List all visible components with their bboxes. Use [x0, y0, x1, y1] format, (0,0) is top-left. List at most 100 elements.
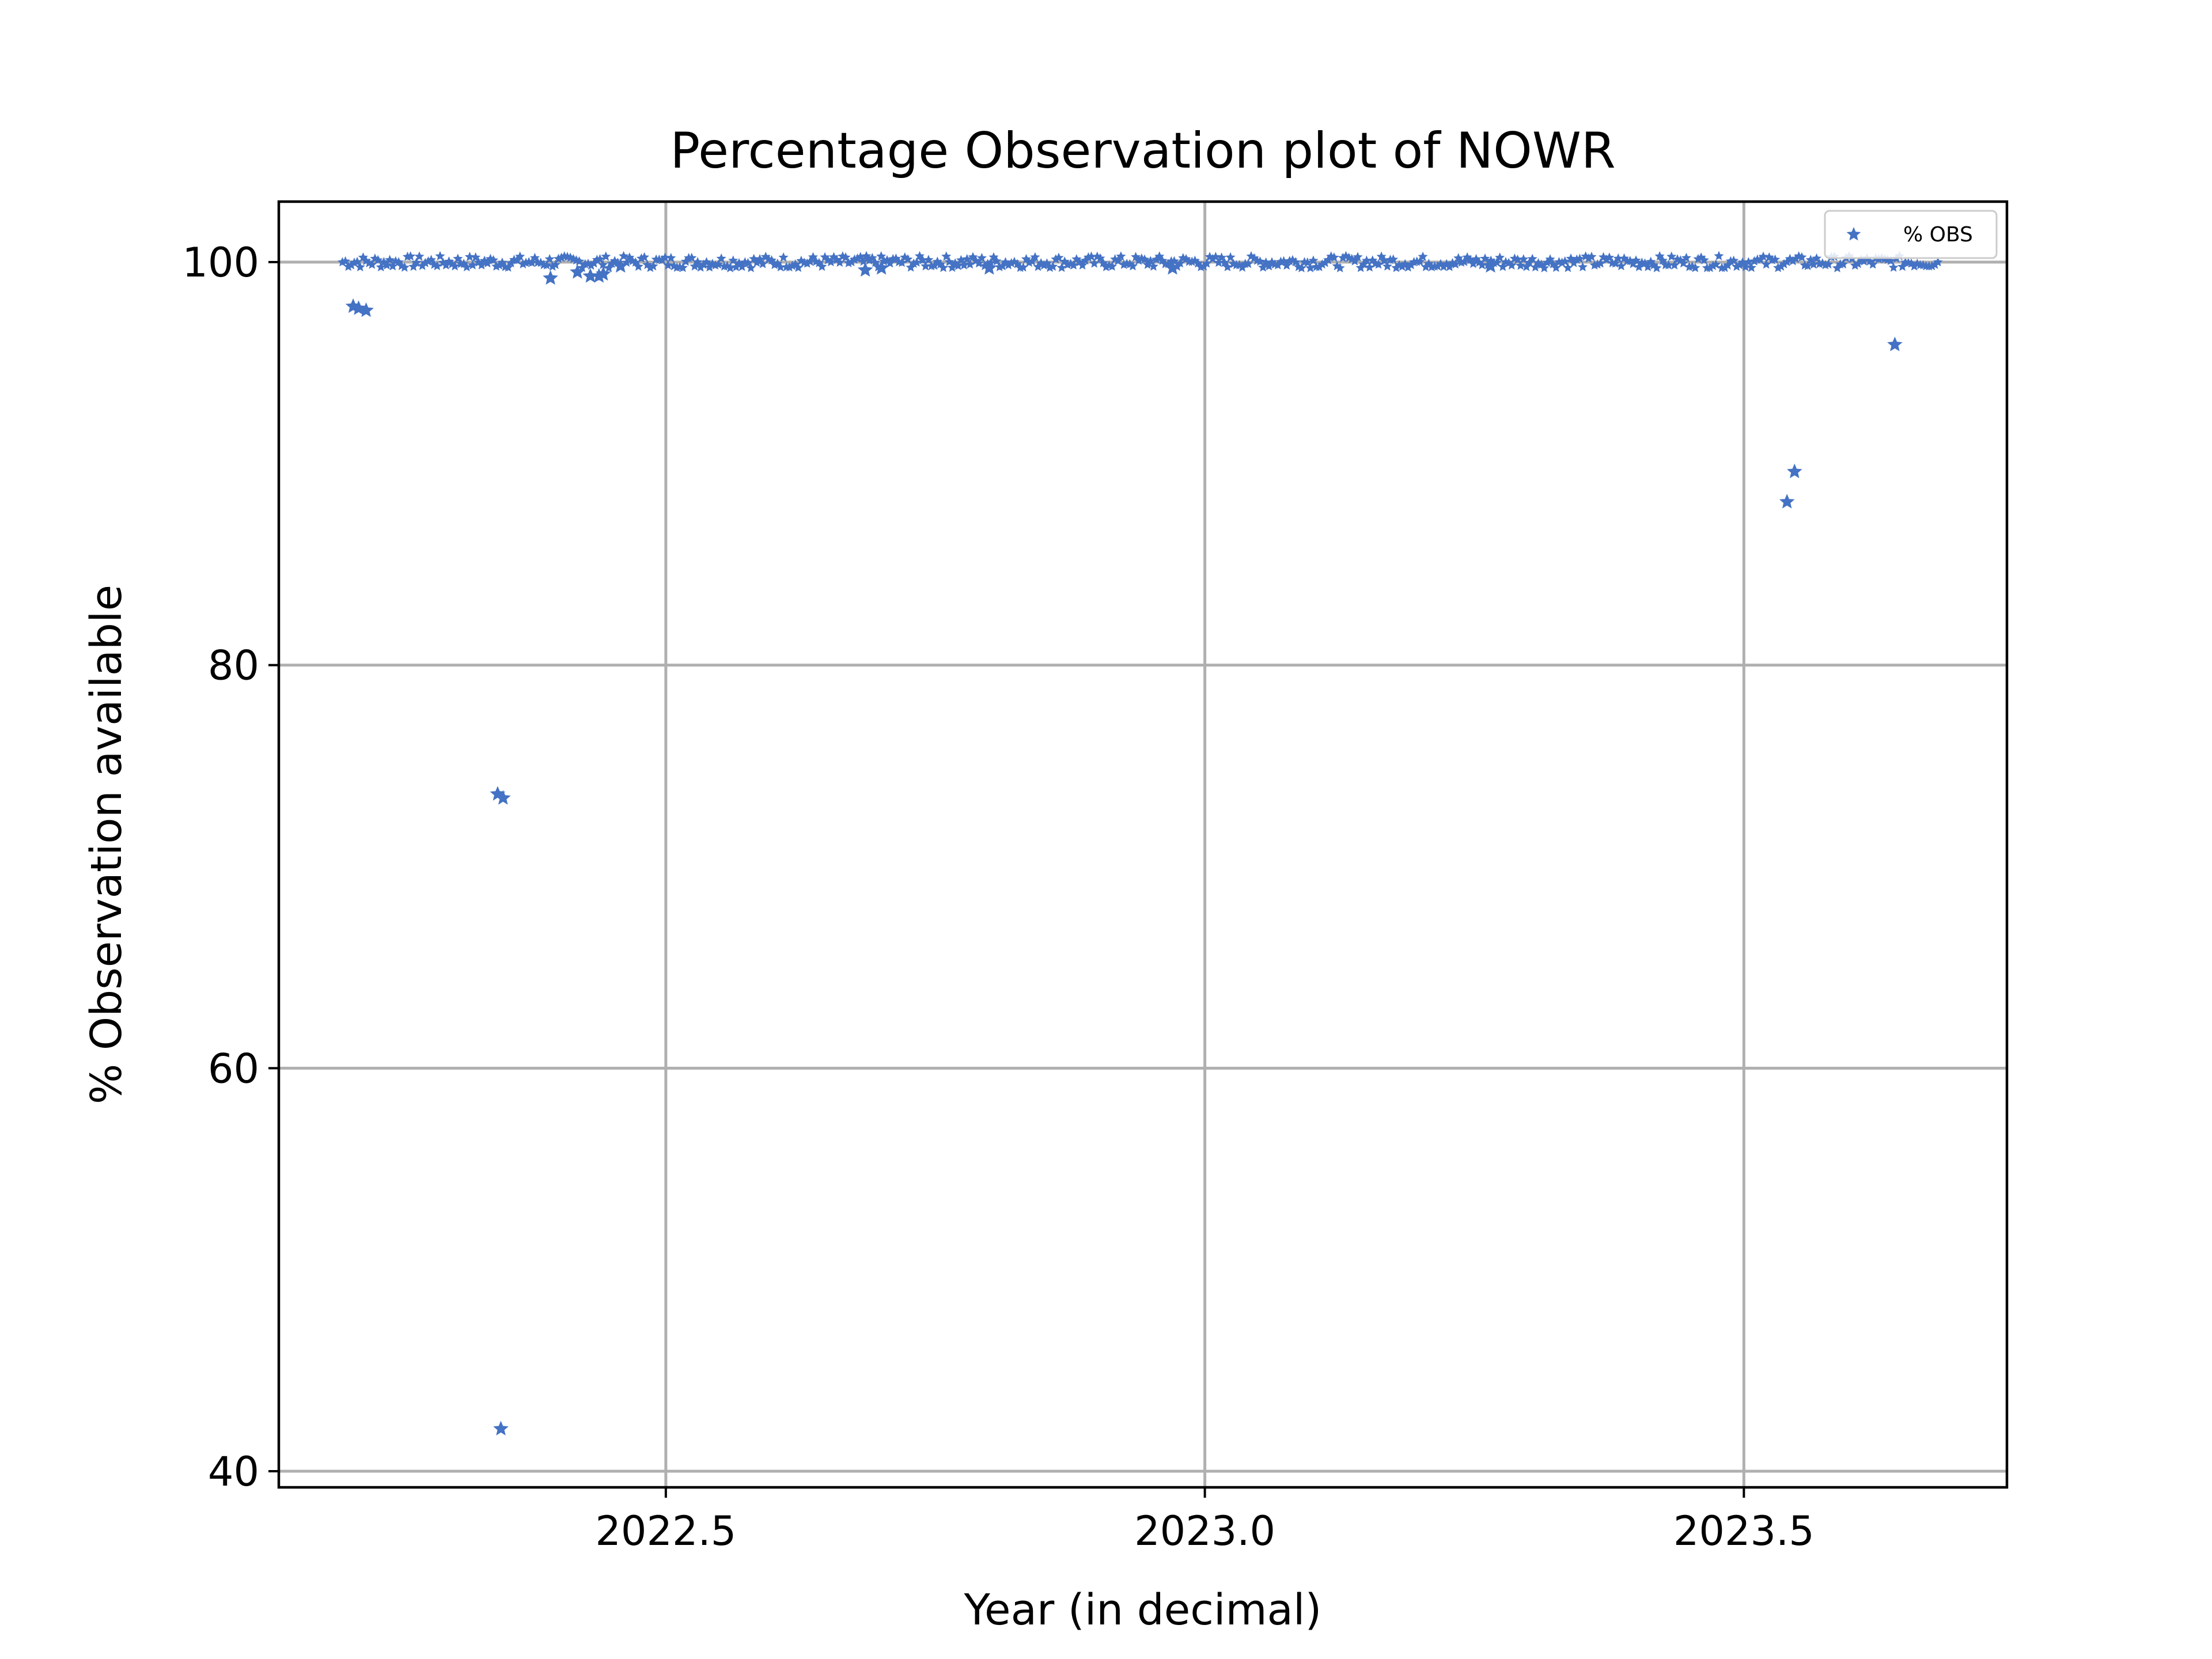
band-marker [1610, 258, 1620, 268]
band-marker [1438, 262, 1449, 271]
legend-label: % OBS [1903, 223, 1973, 247]
band-marker [1927, 260, 1937, 271]
band-marker [1732, 261, 1742, 271]
band-marker [1530, 262, 1540, 272]
band-marker [376, 262, 386, 272]
band-marker [586, 260, 596, 270]
band-marker [367, 259, 377, 269]
band-marker [1388, 254, 1399, 264]
band-marker [541, 260, 552, 270]
band-marker [1897, 262, 1908, 271]
band-marker [1403, 262, 1413, 272]
band-marker [518, 259, 528, 268]
band-marker [1101, 262, 1111, 271]
band-marker [1782, 256, 1792, 267]
band-marker [515, 251, 525, 261]
band-marker [1524, 257, 1535, 267]
band-marker [991, 256, 1002, 266]
band-marker [1187, 256, 1197, 266]
band-marker [1465, 255, 1475, 264]
band-marker [1350, 256, 1360, 266]
band-marker [1152, 254, 1162, 264]
band-marker [607, 258, 617, 268]
band-marker [947, 262, 957, 272]
band-marker [1563, 263, 1573, 272]
band-marker [1142, 259, 1153, 269]
gridlines [279, 202, 2007, 1487]
band-marker [1033, 262, 1043, 271]
band-marker [1024, 257, 1035, 267]
band-marker [1027, 256, 1037, 266]
band-marker [1335, 263, 1345, 272]
band-marker [1539, 263, 1550, 272]
band-marker [757, 259, 768, 268]
band-marker [355, 262, 365, 272]
band-marker [1755, 254, 1766, 264]
band-marker [450, 261, 460, 271]
band-marker [1681, 252, 1691, 263]
band-marker [959, 260, 969, 270]
band-marker [918, 255, 928, 264]
band-marker [1272, 260, 1283, 270]
band-marker [645, 262, 656, 272]
band-marker [1586, 251, 1597, 262]
band-marker [1791, 253, 1801, 263]
band-marker [1613, 253, 1623, 263]
tick-labels: 2022.5 2023.0 2023.5 40 60 80 100 [182, 239, 1814, 1555]
band-marker [1018, 262, 1028, 272]
data-point [543, 270, 558, 285]
band-marker [594, 254, 605, 264]
band-marker [1045, 262, 1055, 272]
band-marker [1779, 259, 1789, 268]
band-marker [846, 257, 857, 267]
band-marker [1571, 254, 1582, 264]
band-marker [1592, 259, 1603, 269]
band-marker [1320, 257, 1331, 267]
data-point [1779, 494, 1795, 509]
band-marker [906, 262, 916, 272]
band-marker [1930, 259, 1940, 269]
band-marker [1498, 262, 1508, 271]
band-marker [346, 260, 357, 270]
y-tick-label: 100 [182, 239, 259, 286]
band-marker [1365, 262, 1375, 272]
y-tick-label: 40 [208, 1448, 259, 1495]
band-marker [482, 258, 493, 268]
band-marker [1560, 256, 1570, 266]
band-marker [1495, 252, 1505, 262]
band-marker [1444, 262, 1455, 271]
band-marker [1264, 261, 1274, 271]
band-marker [1305, 263, 1316, 272]
band-marker [1148, 261, 1158, 271]
band-marker [1480, 253, 1490, 263]
band-marker [1048, 261, 1058, 271]
band-marker [435, 251, 445, 260]
band-marker [710, 260, 721, 270]
band-marker [1127, 261, 1138, 271]
band-marker [778, 252, 789, 262]
band-marker [1406, 260, 1416, 270]
band-marker [1030, 252, 1040, 262]
legend: % OBS [1824, 210, 1998, 259]
band-marker [832, 255, 842, 264]
data-point [570, 264, 585, 279]
band-marker [1116, 251, 1126, 261]
band-marker [1415, 256, 1425, 266]
band-marker [1418, 251, 1428, 261]
band-marker [1616, 260, 1626, 271]
band-marker [1808, 259, 1819, 269]
band-marker [1314, 262, 1324, 271]
band-marker [663, 260, 673, 270]
y-tick-label: 60 [208, 1045, 259, 1092]
band-marker [1051, 254, 1061, 264]
band-marker [1705, 263, 1715, 272]
data-point [857, 262, 873, 277]
band-marker [1521, 262, 1532, 271]
band-marker [687, 252, 697, 262]
band-marker [1589, 260, 1600, 270]
band-marker [1225, 252, 1236, 262]
x-tick-label: 2022.5 [595, 1508, 736, 1555]
band-marker [414, 251, 425, 261]
band-marker [713, 259, 724, 269]
